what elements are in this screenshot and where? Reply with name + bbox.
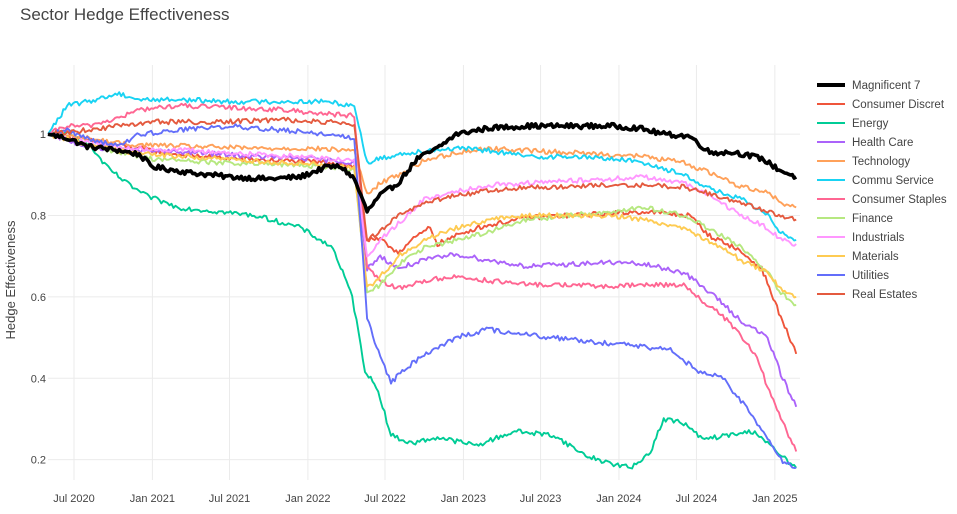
legend-label: Industrials: [852, 232, 905, 244]
legend-label: Commu Service: [852, 175, 934, 187]
legend-item-health-care[interactable]: Health Care: [817, 137, 913, 149]
x-tick-label: Jul 2021: [209, 493, 251, 505]
x-tick-label: Jan 2024: [596, 493, 641, 505]
chart-title: Sector Hedge Effectiveness: [20, 5, 229, 24]
legend-label: Consumer Staples: [852, 194, 947, 206]
legend-label: Materials: [852, 251, 899, 263]
x-tick-label: Jan 2025: [752, 493, 797, 505]
series-line-magnificent-7[interactable]: [47, 121, 798, 214]
x-tick-label: Jan 2021: [130, 493, 175, 505]
legend-item-energy[interactable]: Energy: [817, 118, 889, 130]
x-tick-label: Jul 2024: [676, 493, 718, 505]
series-line-technology[interactable]: [47, 132, 797, 209]
legend-item-finance[interactable]: Finance: [817, 213, 893, 225]
x-tick-label: Jan 2022: [285, 493, 330, 505]
legend-item-technology[interactable]: Technology: [817, 156, 910, 168]
legend-item-consumer-staples[interactable]: Consumer Staples: [817, 194, 947, 206]
legend-label: Energy: [852, 118, 889, 130]
legend-label: Finance: [852, 213, 893, 225]
legend-item-materials[interactable]: Materials: [817, 251, 899, 263]
series-line-finance[interactable]: [47, 132, 797, 307]
legend-item-utilities[interactable]: Utilities: [817, 270, 889, 282]
series-line-real-estates[interactable]: [47, 116, 797, 242]
y-tick-label: 0.6: [31, 292, 46, 304]
y-tick-label: 0.4: [31, 373, 46, 385]
legend-label: Real Estates: [852, 289, 917, 301]
x-tick-label: Jul 2020: [53, 493, 95, 505]
legend-label: Consumer Discret: [852, 99, 945, 111]
legend-item-commu-service[interactable]: Commu Service: [817, 175, 934, 187]
legend-item-real-estates[interactable]: Real Estates: [817, 289, 917, 301]
legend-label: Technology: [852, 156, 910, 168]
x-tick-label: Jul 2022: [364, 493, 406, 505]
axis-ticks: 0.2 0.4 0.6 0.8 1 Jul 2020 Jan 2021 Jul 2021 Jan…: [31, 129, 798, 505]
legend-item-consumer-discret[interactable]: Consumer Discret: [817, 99, 945, 111]
legend-item-magnificent-7[interactable]: Magnificent 7: [817, 80, 920, 92]
y-tick-label: 1: [40, 129, 46, 141]
legend-label: Utilities: [852, 270, 889, 282]
legend-item-industrials[interactable]: Industrials: [817, 232, 905, 244]
x-tick-label: Jan 2023: [441, 493, 486, 505]
y-tick-label: 0.2: [31, 455, 46, 467]
series-lines: [47, 91, 798, 470]
y-axis-title: Hedge Effectiveness: [3, 220, 18, 339]
series-line-consumer-staples[interactable]: [47, 102, 798, 452]
series-line-utilities[interactable]: [47, 123, 797, 469]
y-tick-label: 0.8: [31, 211, 46, 223]
series-line-energy[interactable]: [48, 131, 797, 470]
x-tick-label: Jul 2023: [520, 493, 562, 505]
legend-label: Magnificent 7: [852, 80, 920, 92]
legend[interactable]: Magnificent 7 Consumer Discret Energy Healt…: [817, 80, 947, 301]
legend-label: Health Care: [852, 137, 913, 149]
series-line-materials[interactable]: [47, 133, 797, 299]
